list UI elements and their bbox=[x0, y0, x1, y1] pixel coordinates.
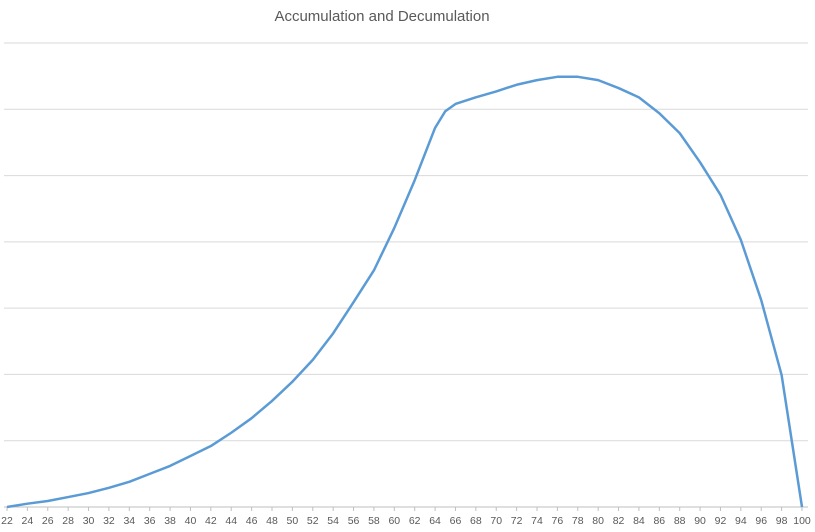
x-tick-label: 32 bbox=[103, 515, 115, 527]
x-tick-label: 92 bbox=[715, 515, 727, 527]
x-tick-label: 88 bbox=[674, 515, 686, 527]
x-tick-label: 34 bbox=[123, 515, 135, 527]
x-tick-label: 44 bbox=[225, 515, 237, 527]
x-tick-label: 84 bbox=[633, 515, 645, 527]
x-tick-label: 70 bbox=[490, 515, 502, 527]
x-tick-label: 36 bbox=[144, 515, 156, 527]
x-tick-label: 94 bbox=[735, 515, 747, 527]
x-tick-label: 66 bbox=[450, 515, 462, 527]
x-tick-label: 96 bbox=[755, 515, 767, 527]
x-tick-label: 26 bbox=[42, 515, 54, 527]
x-tick-label: 68 bbox=[470, 515, 482, 527]
x-tick-label: 76 bbox=[552, 515, 564, 527]
x-tick-label: 48 bbox=[266, 515, 278, 527]
x-tick-label: 62 bbox=[409, 515, 421, 527]
x-tick-label: 100 bbox=[793, 515, 811, 527]
x-tick-label: 52 bbox=[307, 515, 319, 527]
chart-title: Accumulation and Decumulation bbox=[274, 8, 489, 25]
x-tick-label: 72 bbox=[511, 515, 523, 527]
x-tick-label: 80 bbox=[592, 515, 604, 527]
x-tick-label: 90 bbox=[694, 515, 706, 527]
x-tick-label: 58 bbox=[368, 515, 380, 527]
x-tick-label: 56 bbox=[348, 515, 360, 527]
x-tick-label: 30 bbox=[83, 515, 95, 527]
x-tick-label: 42 bbox=[205, 515, 217, 527]
x-tick-label: 28 bbox=[62, 515, 74, 527]
x-tick-label: 64 bbox=[429, 515, 441, 527]
x-tick-label: 38 bbox=[164, 515, 176, 527]
x-tick-label: 82 bbox=[613, 515, 625, 527]
x-tick-label: 74 bbox=[531, 515, 543, 527]
x-tick-label: 22 bbox=[1, 515, 13, 527]
x-tick-label: 46 bbox=[246, 515, 258, 527]
x-tick-label: 78 bbox=[572, 515, 584, 527]
x-tick-label: 40 bbox=[185, 515, 197, 527]
data-line bbox=[6, 75, 804, 509]
x-tick-label: 54 bbox=[327, 515, 339, 527]
x-tick-label: 24 bbox=[22, 515, 34, 527]
x-tick-label: 98 bbox=[776, 515, 788, 527]
x-tick-label: 60 bbox=[388, 515, 400, 527]
x-tick-label: 86 bbox=[653, 515, 665, 527]
x-tick-label: 50 bbox=[287, 515, 299, 527]
